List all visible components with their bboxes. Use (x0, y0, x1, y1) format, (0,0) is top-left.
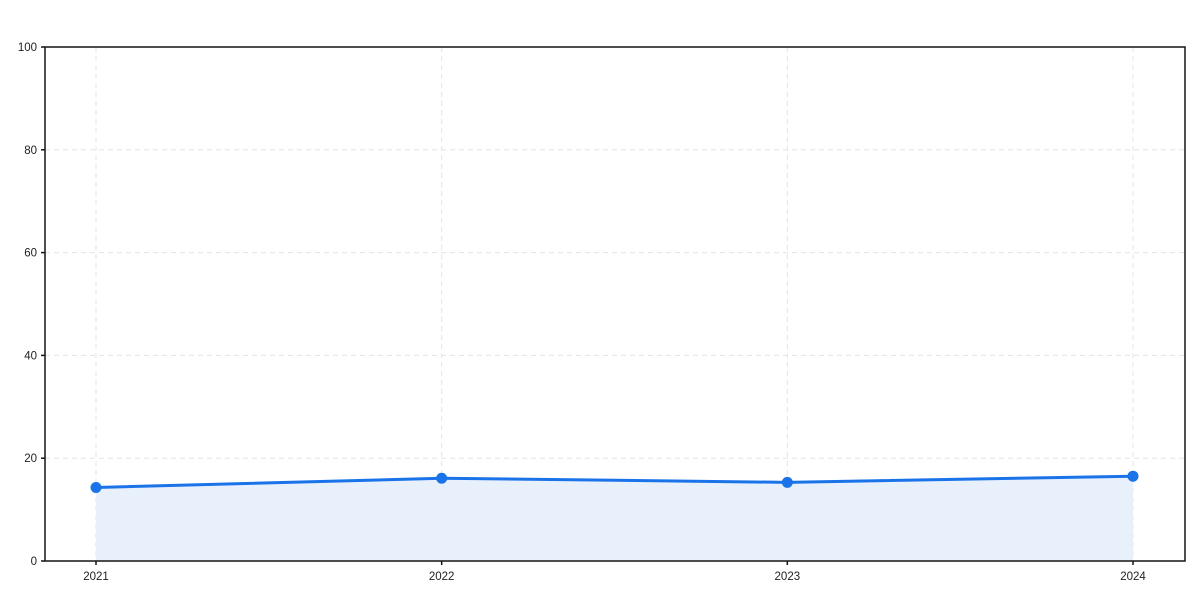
data-point-marker (90, 481, 102, 493)
x-axis-tick-label: 2023 (775, 571, 801, 583)
y-axis-tick-label: 80 (24, 145, 37, 157)
x-axis-tick-label: 2024 (1120, 571, 1146, 583)
y-axis-tick-label: 40 (24, 350, 37, 362)
x-axis-tick-label: 2021 (83, 571, 109, 583)
x-axis-tick-label: 2022 (429, 571, 455, 583)
series-area-fill (96, 476, 1133, 561)
data-point-marker (436, 472, 448, 484)
data-point-marker (781, 476, 793, 488)
y-axis-tick-label: 60 (24, 248, 37, 260)
y-axis-tick-label: 20 (24, 453, 37, 465)
data-point-marker (1127, 470, 1139, 482)
series-line (94, 474, 1135, 489)
y-axis-tick-label: 100 (18, 42, 37, 54)
axes-spines (44, 46, 1186, 562)
y-axis-tick-label: 0 (31, 556, 37, 568)
